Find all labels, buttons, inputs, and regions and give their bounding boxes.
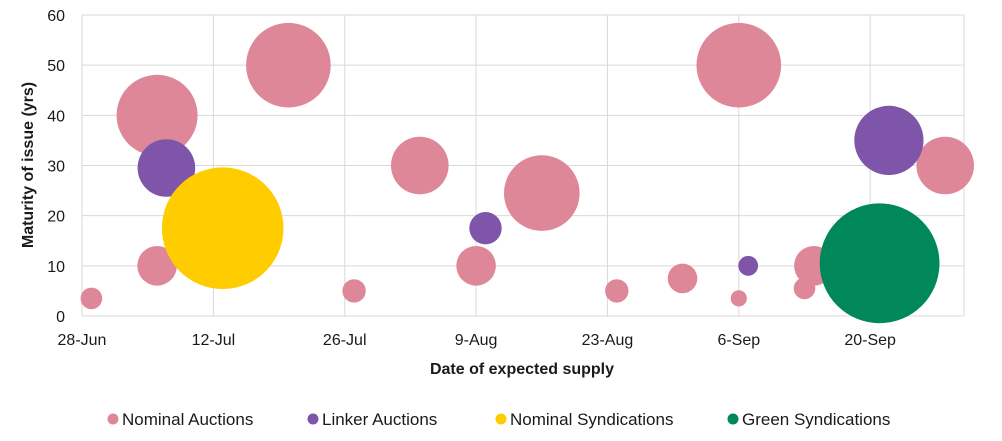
x-tick-label: 26-Jul (323, 332, 367, 349)
nominal-auctions-bubble (696, 22, 782, 108)
chart-tick-labels: 0 10 20 30 40 50 60 28-Jun 12-Jul 26-Jul 9-Aug 23-A… (47, 8, 896, 349)
x-tick-label: 12-Jul (192, 332, 236, 349)
legend-marker-nominal-syndications (495, 413, 507, 425)
nominal-auctions-bubble (916, 136, 974, 195)
legend-label-linker-auctions: Linker Auctions (322, 410, 437, 429)
legend-label-nominal-auctions: Nominal Auctions (122, 410, 253, 429)
chart-legend: Nominal Auctions Linker Auctions Nominal S… (107, 410, 890, 429)
y-tick-label: 10 (47, 259, 65, 276)
x-tick-label: 28-Jun (58, 332, 107, 349)
x-tick-label: 23-Aug (582, 332, 634, 349)
nominal-auctions-bubble (730, 290, 747, 307)
legend-label-green-syndications: Green Syndications (742, 410, 890, 429)
nominal-auctions-bubble (667, 263, 698, 294)
x-tick-label: 20-Sep (844, 332, 896, 349)
y-tick-label: 40 (47, 108, 65, 125)
y-tick-label: 0 (56, 309, 65, 326)
linker-auctions-bubble (137, 139, 196, 197)
y-tick-label: 30 (47, 159, 65, 176)
nominal-auctions-bubble (391, 136, 449, 195)
legend-marker-nominal-auctions (107, 413, 119, 425)
nominal-auctions-bubble (137, 245, 177, 286)
y-axis-title: Maturity of issue (yrs) (20, 82, 37, 248)
y-tick-label: 20 (47, 209, 65, 226)
linker-auctions-bubble (738, 255, 759, 276)
linker-auctions-bubble (854, 105, 924, 175)
y-tick-label: 60 (47, 8, 65, 25)
nominal-auctions-bubble (246, 22, 331, 108)
y-tick-label: 50 (47, 58, 65, 75)
linker-auctions-bubble (469, 212, 502, 245)
x-tick-label: 9-Aug (455, 332, 498, 349)
nominal-auctions-bubble (504, 155, 580, 231)
nominal-auctions-bubble (116, 74, 198, 156)
nominal-auctions-bubble (456, 245, 496, 286)
green-syndications-bubble (819, 203, 940, 324)
legend-marker-linker-auctions (307, 413, 319, 425)
legend-marker-green-syndications (727, 413, 739, 425)
nominal-auctions-bubble (342, 279, 366, 303)
legend-label-nominal-syndications: Nominal Syndications (510, 410, 673, 429)
nominal-auctions-bubble (605, 279, 629, 303)
x-axis-title: Date of expected supply (430, 361, 614, 378)
chart-bubbles (80, 22, 974, 324)
nominal-auctions-bubble (80, 287, 103, 310)
x-tick-label: 6-Sep (717, 332, 760, 349)
nominal-syndications-bubble (161, 167, 284, 289)
